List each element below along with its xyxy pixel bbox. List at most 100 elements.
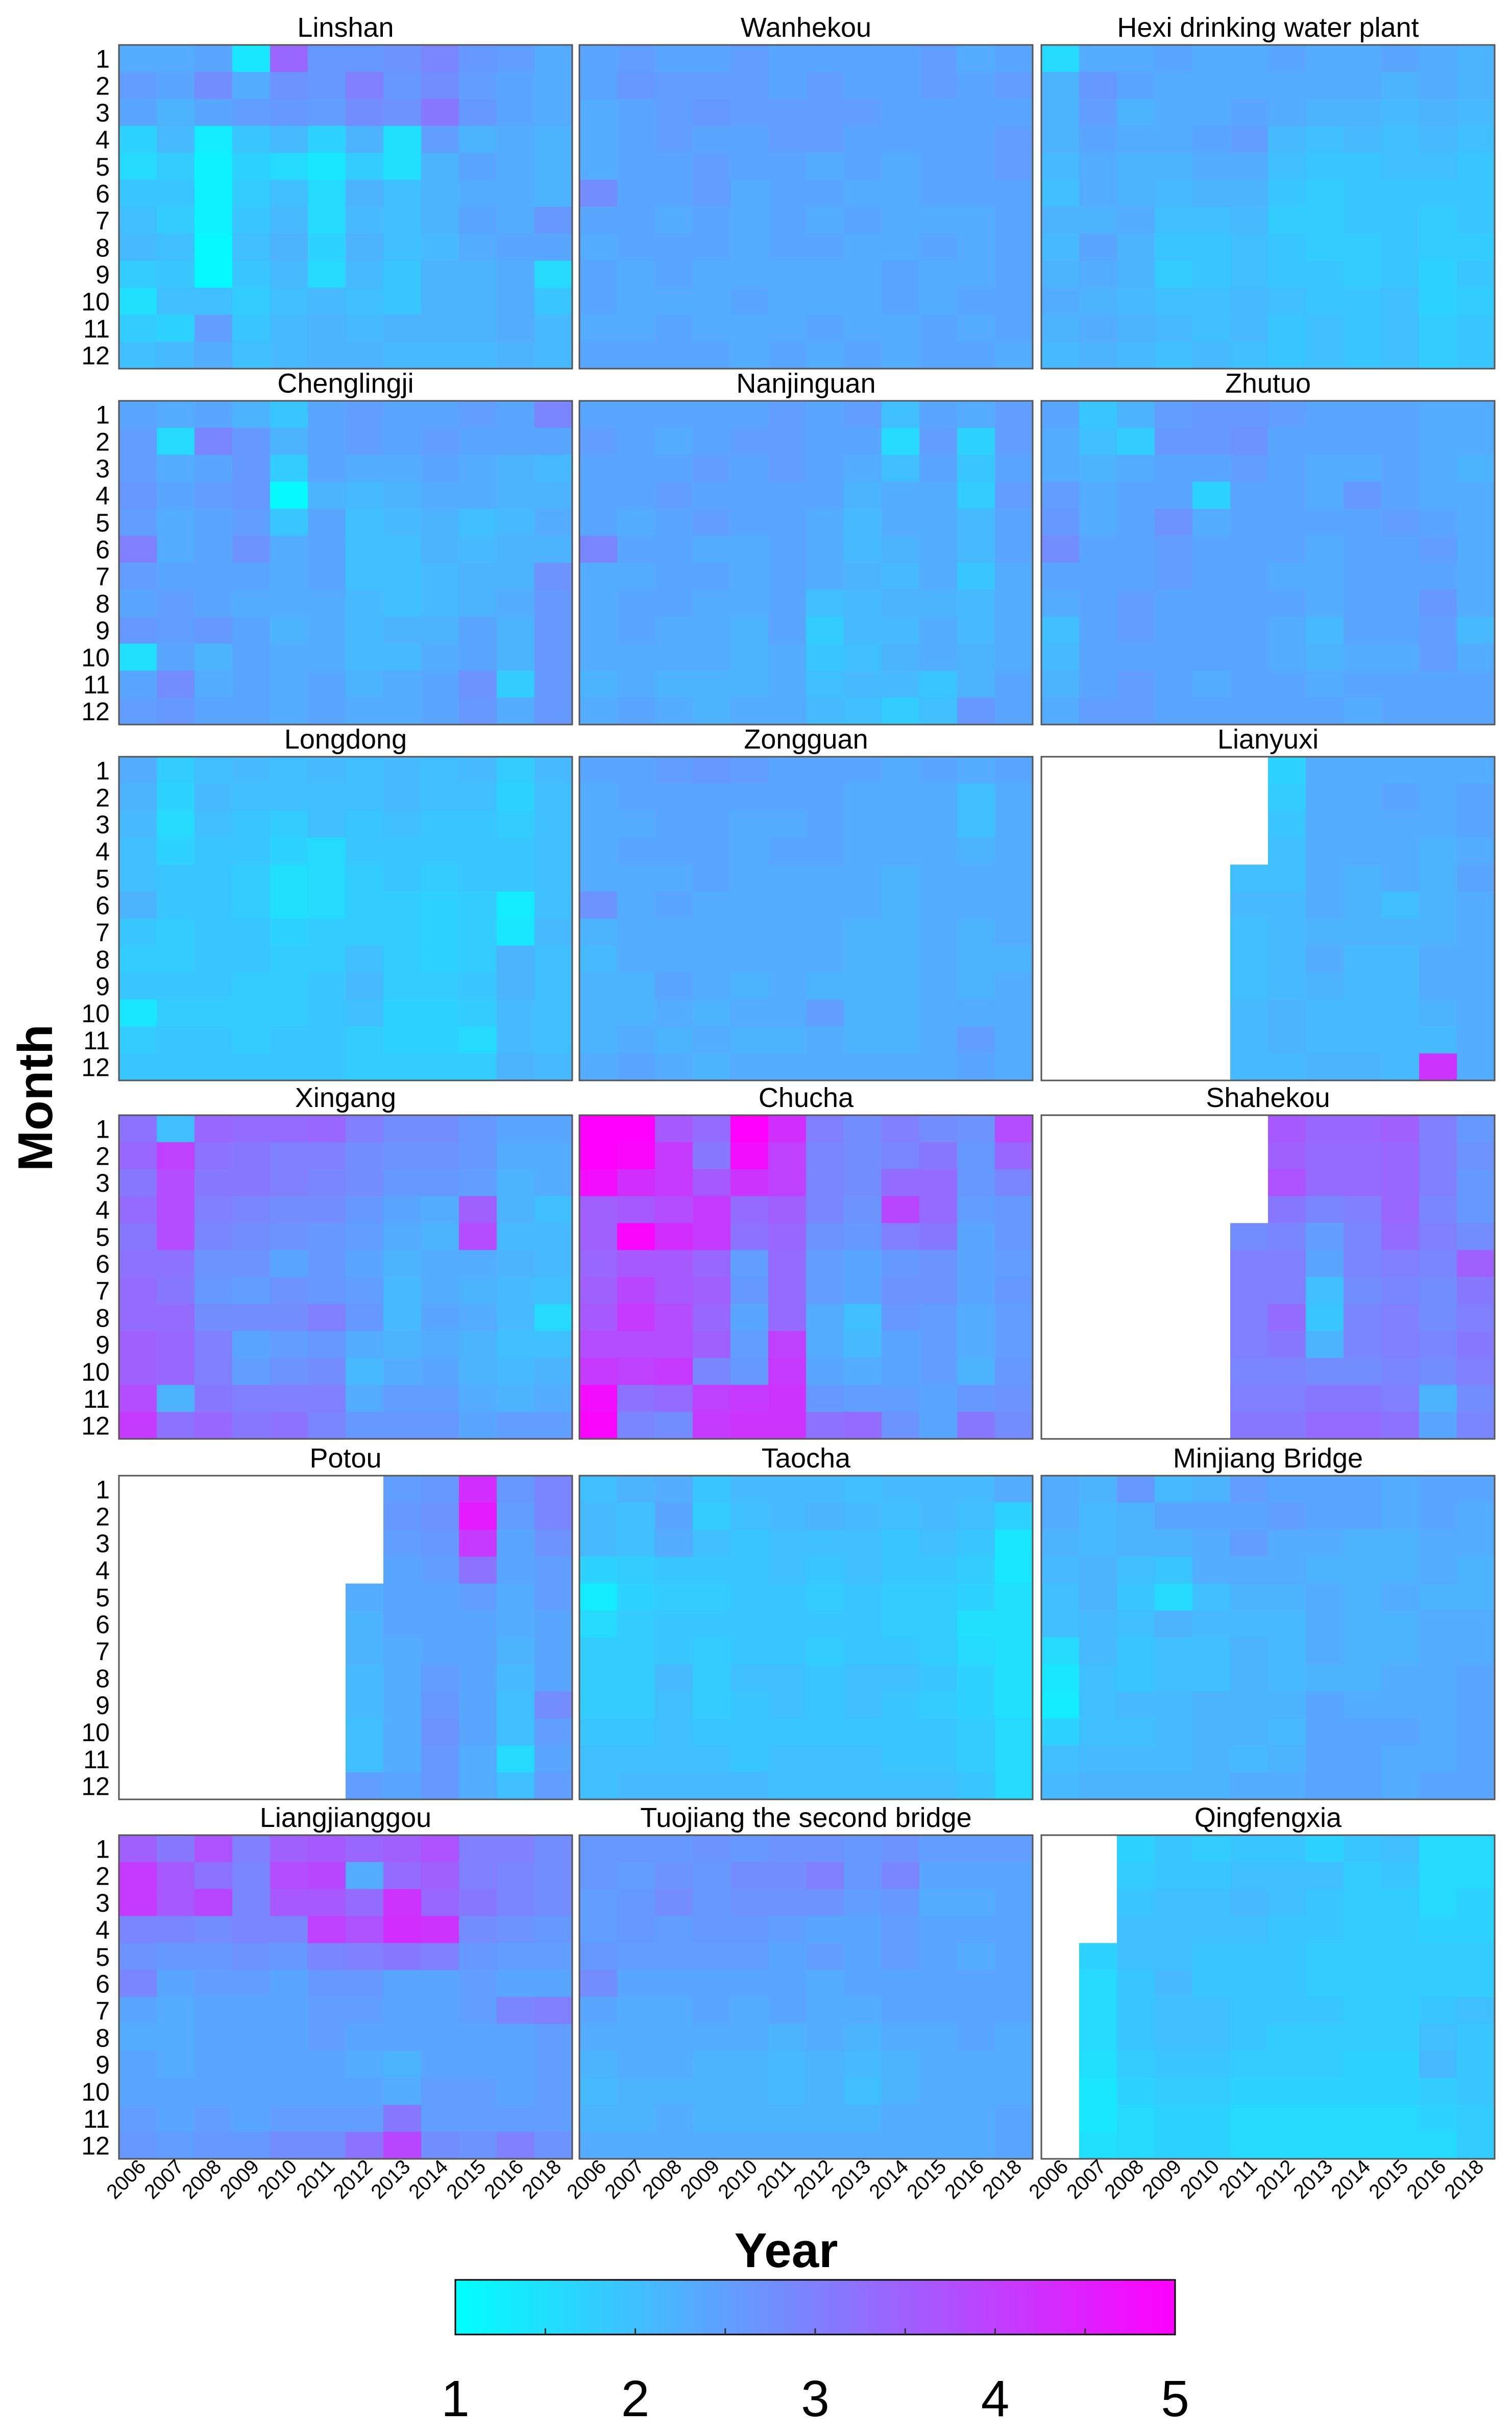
heatmap-cell: [157, 1412, 195, 1439]
heatmap-cell: [534, 1304, 573, 1332]
heatmap-cell: [383, 1664, 422, 1692]
heatmap-cell: [1306, 401, 1344, 428]
heatmap-cell: [534, 427, 573, 455]
month-tick-label: 10: [81, 643, 110, 672]
heatmap-cell: [617, 427, 655, 455]
heatmap-cell: [1117, 2078, 1155, 2105]
heatmap-cell: [655, 2051, 693, 2079]
heatmap-cell: [119, 1196, 157, 1223]
heatmap-cell: [617, 1943, 655, 1970]
heatmap-cell: [693, 563, 731, 590]
heatmap-cell: [768, 999, 807, 1027]
heatmap-cell: [579, 837, 618, 865]
heatmap-cell: [768, 1385, 807, 1412]
panel-frame: [118, 756, 573, 1081]
heatmap-cell: [308, 1835, 346, 1863]
heatmap-cell: [579, 1223, 618, 1250]
month-tick-label: 9: [95, 616, 110, 645]
heatmap-cell: [270, 1970, 308, 1997]
heatmap-cell: [534, 1664, 573, 1692]
month-tick-label: 5: [95, 1943, 110, 1971]
heatmap-cell: [1230, 1331, 1269, 1359]
heatmap-cell: [995, 1745, 1033, 1773]
heatmap-cell: [1419, 536, 1457, 563]
heatmap-cell: [534, 999, 573, 1027]
heatmap-cell: [844, 1277, 882, 1305]
heatmap-cell: [844, 1691, 882, 1719]
heatmap-cell: [346, 1277, 384, 1305]
heatmap-cell: [882, 260, 920, 288]
heatmap-cell: [1079, 670, 1117, 698]
heatmap-cell: [1306, 342, 1344, 369]
heatmap-cell: [617, 1223, 655, 1250]
heatmap-cell: [1192, 2105, 1231, 2132]
heatmap-cell: [119, 810, 157, 838]
heatmap-cell: [270, 287, 308, 315]
heatmap-cell: [421, 1772, 459, 1800]
heatmap-cell: [1117, 2051, 1155, 2079]
heatmap-cell: [421, 233, 459, 261]
heatmap-cell: [730, 45, 769, 73]
year-tick-label: 2007: [1062, 2155, 1110, 2203]
heatmap-cell: [534, 2105, 573, 2132]
heatmap-cell: [957, 1304, 995, 1332]
panel-frame: [578, 44, 1034, 370]
heatmap-cell: [1419, 810, 1457, 838]
heatmap-cell: [768, 1277, 807, 1305]
heatmap-cell: [194, 260, 233, 288]
heatmap-cell: [1041, 1638, 1080, 1665]
colorbar-tick-label: 5: [1161, 2370, 1189, 2427]
heatmap-cell: [693, 2132, 731, 2159]
heatmap-cell: [768, 1556, 807, 1584]
heatmap-cell: [459, 1556, 497, 1584]
heatmap-cell: [497, 563, 535, 590]
heatmap-cell: [1079, 2132, 1117, 2159]
heatmap-cell: [346, 1358, 384, 1385]
heatmap-cell: [534, 401, 573, 428]
heatmap-cell: [693, 315, 731, 342]
heatmap-cell: [1192, 1997, 1231, 2025]
heatmap-cell: [1306, 2132, 1344, 2159]
heatmap-cell: [919, 1529, 958, 1557]
year-tick-label: 2015: [1364, 2155, 1412, 2203]
heatmap-cell: [383, 1053, 422, 1081]
heatmap-cell: [1419, 2024, 1457, 2052]
heatmap-cell: [459, 71, 497, 100]
heatmap-cell: [497, 207, 535, 234]
heatmap-cell: [844, 1556, 882, 1584]
heatmap-cell: [232, 153, 271, 180]
heatmap-cell: [459, 401, 497, 428]
heatmap-cell: [579, 342, 618, 369]
heatmap-cell: [995, 837, 1033, 865]
heatmap-cell: [882, 589, 920, 617]
heatmap-cell: [995, 1529, 1033, 1557]
heatmap-cell: [119, 972, 157, 1000]
heatmap-cell: [1457, 1196, 1495, 1223]
heatmap-cell: [1419, 616, 1457, 644]
heatmap-cell: [730, 2078, 769, 2105]
heatmap-cell: [1344, 2132, 1382, 2159]
heatmap-cell: [617, 71, 655, 100]
heatmap-cell: [194, 1304, 233, 1332]
heatmap-cell: [1268, 1556, 1306, 1584]
heatmap-cell: [617, 2024, 655, 2052]
heatmap-cell: [119, 1943, 157, 1970]
heatmap-cell: [844, 427, 882, 455]
heatmap-cell: [995, 919, 1033, 946]
heatmap-cell: [995, 1916, 1033, 1943]
heatmap-cell: [579, 287, 618, 315]
heatmap-cell: [1457, 1331, 1495, 1359]
heatmap-cell: [1268, 1664, 1306, 1692]
heatmap-cell: [1381, 945, 1420, 973]
heatmap-cell: [1344, 945, 1382, 973]
heatmap-cell: [1457, 1556, 1495, 1584]
heatmap-cell: [579, 1970, 618, 1997]
heatmap-cell: [1230, 71, 1269, 100]
heatmap-cell: [1041, 180, 1080, 207]
heatmap-cell: [421, 563, 459, 590]
heatmap-cell: [1268, 1142, 1306, 1170]
heatmap-cell: [421, 1476, 459, 1503]
heatmap-cell: [308, 260, 346, 288]
heatmap-cell: [995, 233, 1033, 261]
heatmap-cell: [957, 1115, 995, 1143]
